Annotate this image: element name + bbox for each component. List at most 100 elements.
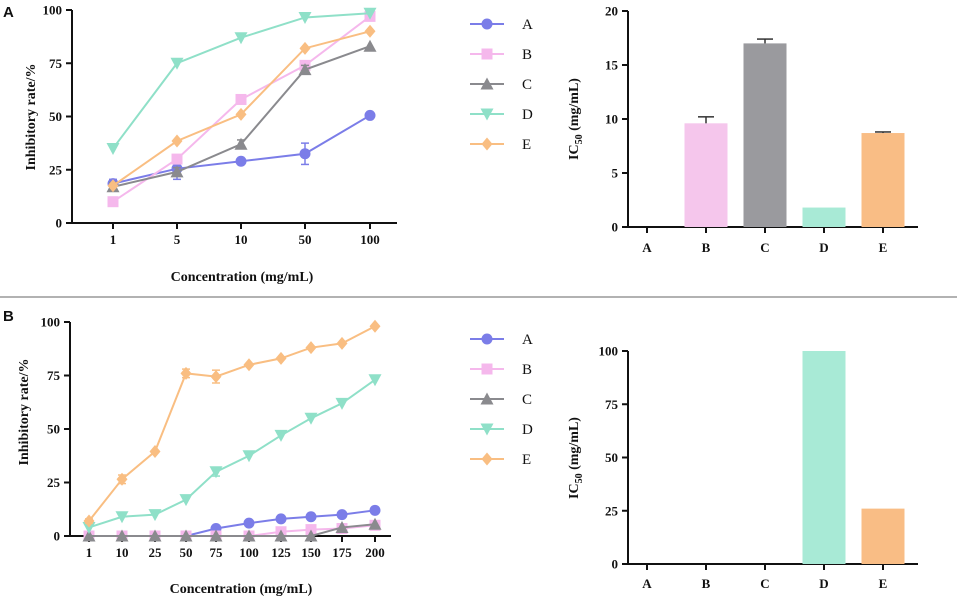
x-tick-label: A — [642, 240, 652, 255]
legend-marker-b — [481, 363, 493, 375]
x-tick-label: A — [642, 576, 652, 591]
x-tick-label: C — [760, 576, 769, 591]
legend-label-b: B — [522, 47, 532, 63]
data-point-a — [369, 504, 381, 516]
x-tick-label: 10 — [235, 232, 248, 247]
y-axis-title-subscript: 50 — [574, 134, 585, 144]
y-axis-title-unit: (mg/mL) — [567, 417, 582, 474]
panel-label-a: A — [3, 4, 14, 21]
x-tick-label: 150 — [301, 545, 321, 560]
legend-label-d: D — [522, 422, 533, 438]
data-point-c — [209, 529, 223, 542]
y-tick-label: 25 — [605, 503, 619, 518]
x-tick-label: B — [702, 240, 711, 255]
y-tick-label: 20 — [605, 4, 618, 19]
data-point-e — [116, 472, 128, 486]
data-point-a — [305, 511, 317, 523]
y-tick-label: 75 — [49, 56, 63, 71]
y-axis-title-subscript: 50 — [574, 473, 585, 483]
x-tick-label: 75 — [210, 545, 224, 560]
bar-d — [802, 351, 846, 564]
x-tick-label: C — [760, 240, 769, 255]
data-point-d — [170, 57, 184, 70]
y-tick-label: 0 — [612, 557, 619, 572]
data-point-e — [364, 24, 376, 38]
x-tick-label: E — [879, 240, 888, 255]
data-point-e — [305, 341, 317, 355]
data-point-c — [82, 529, 96, 542]
data-point-e — [369, 319, 381, 333]
x-tick-label: 50 — [180, 545, 193, 560]
data-point-c — [368, 517, 382, 530]
series-c — [82, 517, 382, 542]
x-tick-label: D — [819, 240, 828, 255]
data-point-c — [179, 529, 193, 542]
y-tick-label: 25 — [49, 162, 63, 177]
data-point-c — [170, 165, 184, 178]
y-tick-label: 0 — [56, 216, 63, 231]
legend-marker-d — [480, 108, 494, 121]
y-axis-title: Inhibitory rate/% — [17, 359, 32, 466]
bar-e — [861, 508, 905, 564]
data-point-e — [210, 370, 222, 384]
y-axis-title-main: IC — [567, 483, 582, 499]
legend-marker-a — [481, 18, 493, 30]
data-point-e — [171, 134, 183, 148]
data-point-b — [107, 196, 119, 208]
data-point-e — [107, 179, 119, 193]
legend-marker-a — [481, 333, 493, 345]
legend-label-c: C — [522, 77, 532, 93]
data-point-d — [304, 412, 318, 425]
x-tick-label: 50 — [299, 232, 312, 247]
data-point-d — [148, 509, 162, 522]
data-point-c — [363, 39, 377, 52]
series-b — [83, 519, 381, 542]
legend-label-a: A — [522, 332, 533, 348]
y-axis-title: IC50 (mg/mL) — [567, 78, 585, 160]
y-tick-label: 75 — [47, 368, 61, 383]
legend-label-a: A — [522, 17, 533, 33]
legend-marker-e — [481, 137, 493, 151]
data-point-e — [83, 514, 95, 528]
series-line-c — [89, 523, 376, 537]
data-point-c — [115, 529, 129, 542]
bar-d — [802, 207, 846, 227]
y-tick-label: 50 — [47, 422, 60, 437]
data-point-a — [275, 513, 287, 525]
legend-marker-e — [481, 452, 493, 466]
legend-label-e: E — [522, 452, 531, 468]
y-tick-label: 50 — [605, 450, 618, 465]
series-line-d — [88, 378, 376, 529]
bar-b — [684, 123, 728, 227]
y-tick-label: 0 — [54, 529, 61, 544]
data-point-c — [242, 529, 256, 542]
series-line-e — [88, 325, 376, 522]
chart-a-bar: 0 5 10 15 20 A B C D E IC50 (mg/mL) — [567, 4, 918, 255]
data-point-c — [335, 520, 349, 533]
chart-b-line: 0 25 50 75 100 1 10 25 50 75 100 125 150 175 200 Concen… — [17, 315, 533, 598]
x-tick-label: 10 — [116, 545, 129, 560]
x-tick-label: D — [819, 576, 828, 591]
x-tick-label: 125 — [271, 545, 291, 560]
legend-label-d: D — [522, 107, 533, 123]
y-tick-label: 0 — [612, 220, 619, 235]
legend-marker-c — [480, 77, 494, 90]
chart-a-line: 0 25 50 75 100 1 5 10 50 100 Concentration (mg/mL)… — [24, 3, 533, 286]
series-d — [106, 7, 377, 155]
data-point-e — [299, 41, 311, 55]
x-tick-label: 1 — [110, 232, 117, 247]
data-point-a — [299, 148, 311, 160]
y-tick-label: 10 — [605, 112, 618, 127]
data-point-c — [298, 63, 312, 76]
series-line-a — [89, 509, 376, 537]
data-point-e — [149, 444, 161, 458]
data-point-a — [364, 109, 376, 121]
data-point-d — [274, 429, 288, 442]
series-d — [82, 374, 382, 534]
y-tick-label: 100 — [599, 344, 619, 359]
data-point-d — [242, 450, 256, 463]
y-axis-title: Inhibitory rate/% — [24, 64, 39, 171]
